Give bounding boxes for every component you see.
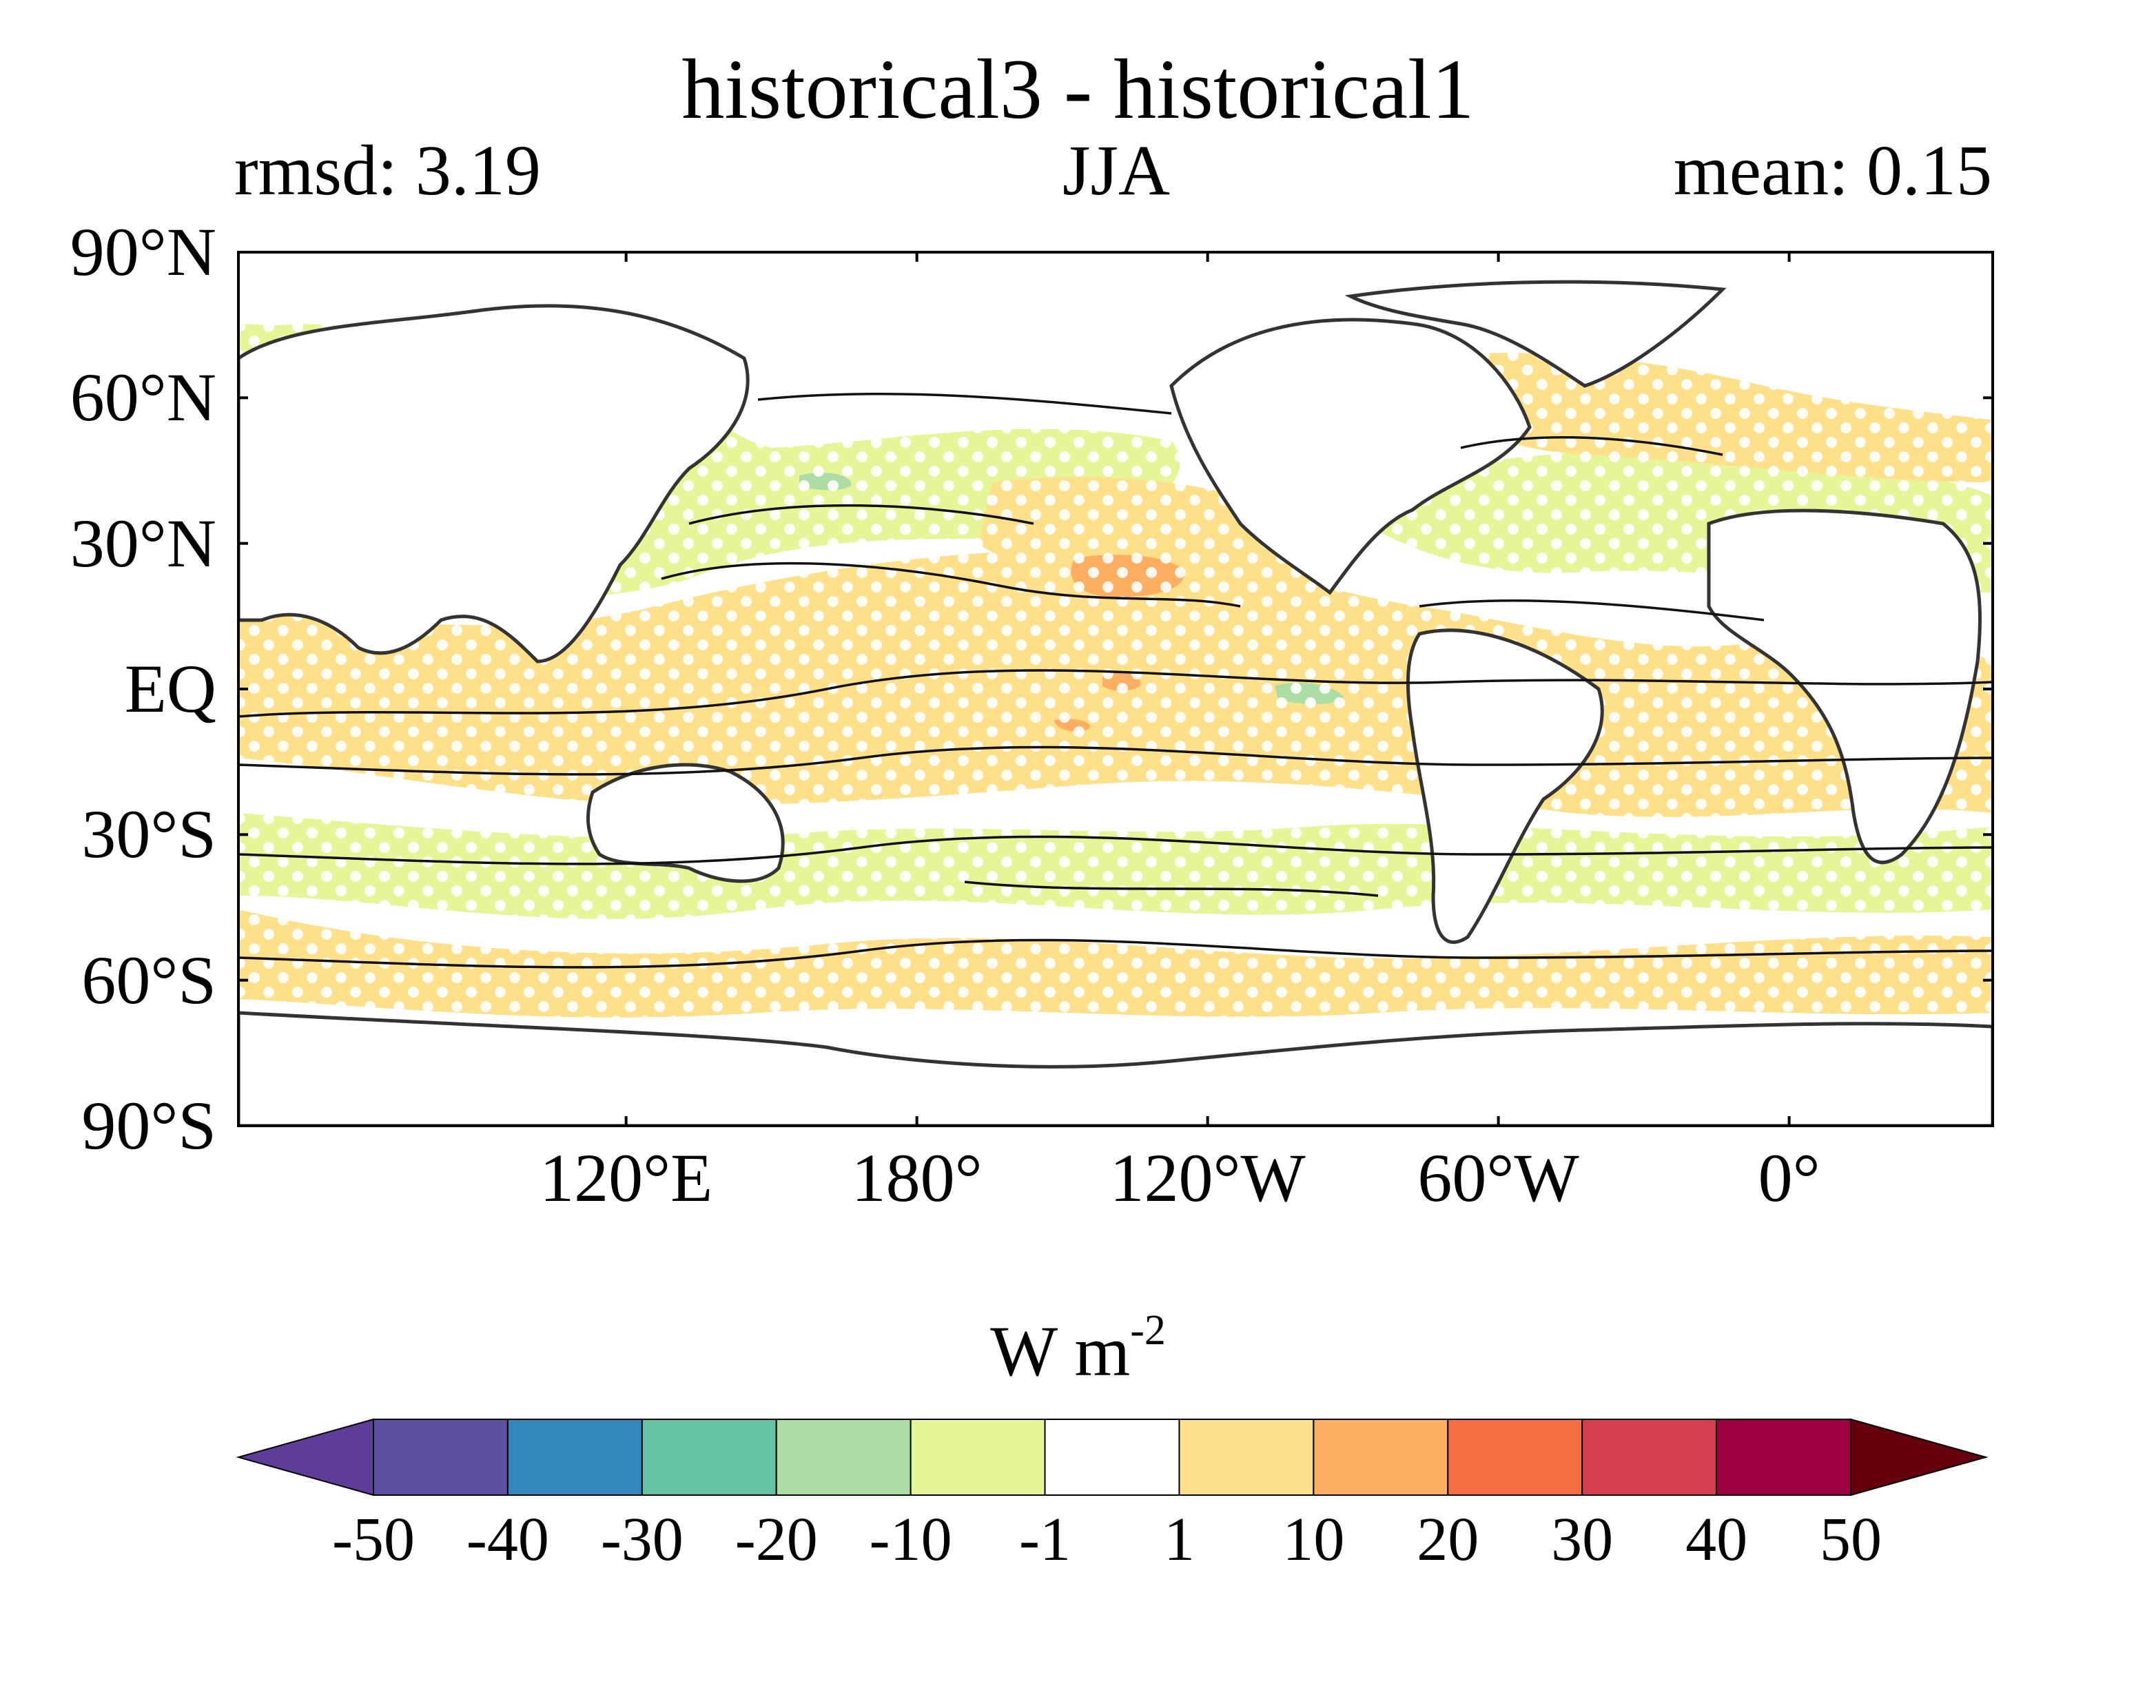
colorbar-tick-label: 30 xyxy=(1551,1505,1614,1574)
contour-line xyxy=(964,881,1379,897)
colorbar-tick-label: 1 xyxy=(1163,1505,1195,1574)
colorbar-swatch xyxy=(1581,1419,1718,1496)
lat-tick-label: 60°N xyxy=(70,359,216,436)
colorbar-tick-label: 50 xyxy=(1820,1505,1882,1574)
colorbar-tick-label: -50 xyxy=(332,1505,415,1574)
lat-tick-label: 30°N xyxy=(70,504,216,582)
colorbar-swatch xyxy=(641,1419,777,1496)
lon-tick-label: 120°W xyxy=(1109,1140,1306,1216)
map-title: historical3 - historical1 xyxy=(681,42,1475,136)
lon-tick-label: 60°W xyxy=(1417,1140,1579,1216)
lon-tick-label: 0° xyxy=(1758,1140,1820,1216)
axis-ticks xyxy=(238,251,1993,1127)
colorbar-swatch xyxy=(775,1419,912,1496)
colorbar-tick-label: 20 xyxy=(1417,1505,1479,1574)
colorbar-swatch xyxy=(373,1419,509,1496)
colorbar-tick-label: 10 xyxy=(1282,1505,1345,1574)
contour-line xyxy=(757,392,1172,415)
colorbar-label: W m-2 xyxy=(0,1309,2156,1388)
colorbar-swatch xyxy=(1447,1419,1583,1496)
lat-tick-label: 90°S xyxy=(81,1087,216,1164)
landmass-north-america xyxy=(1169,318,1532,595)
lon-tick-label: 180° xyxy=(851,1140,983,1216)
colorbar-tick-label: -20 xyxy=(735,1505,818,1574)
landmass-antarctica xyxy=(238,1011,1993,1126)
colorbar-extend-low xyxy=(236,1418,374,1496)
landmass-eurasia xyxy=(238,304,750,663)
climatology-contours xyxy=(238,392,1993,969)
lat-tick-label: 90°N xyxy=(70,214,216,290)
contour-line xyxy=(1419,599,1765,621)
contour-line xyxy=(1460,435,1723,456)
landmass-greenland xyxy=(1344,280,1727,388)
colorbar-tick-label: -30 xyxy=(600,1505,684,1574)
colorbar-swatch xyxy=(1178,1419,1315,1496)
mean-label: mean: 0.15 xyxy=(1673,131,1992,210)
lat-tick-label: 30°S xyxy=(81,796,216,873)
landmass-australia xyxy=(586,763,785,883)
colorbar-extend-high xyxy=(1850,1418,1989,1496)
season-label: JJA xyxy=(1062,131,1171,210)
lat-tick-label: 60°S xyxy=(81,941,216,1018)
colorbar-swatch xyxy=(1044,1419,1180,1496)
lat-tick-label: EQ xyxy=(124,650,216,727)
colorbar-unit-exponent: -2 xyxy=(1130,1307,1166,1354)
contour-line xyxy=(688,504,1034,525)
colorbar-tick-label: -40 xyxy=(466,1505,549,1574)
colorbar xyxy=(236,1418,1989,1496)
colorbar-swatch xyxy=(1313,1419,1449,1496)
lon-tick-label: 120°E xyxy=(540,1140,713,1216)
colorbar-tick-label: 40 xyxy=(1685,1505,1748,1574)
colorbar-swatch xyxy=(910,1419,1046,1496)
colorbar-swatch xyxy=(506,1419,643,1496)
colorbar-tick-label: -10 xyxy=(869,1505,952,1574)
rmsd-label: rmsd: 3.19 xyxy=(234,131,541,210)
contour-line xyxy=(238,835,1993,865)
landmass-south-america xyxy=(1406,628,1604,944)
contour-line xyxy=(238,669,1993,718)
contour-line xyxy=(238,745,1993,776)
contour-line xyxy=(238,938,1993,969)
map-plot-area xyxy=(238,252,1993,1126)
coastlines xyxy=(238,280,1993,1126)
colorbar-tick-label: -1 xyxy=(1019,1505,1071,1574)
colorbar-swatch xyxy=(1716,1419,1851,1496)
colorbar-unit: W m xyxy=(990,1312,1131,1391)
contour-line xyxy=(661,562,1241,608)
